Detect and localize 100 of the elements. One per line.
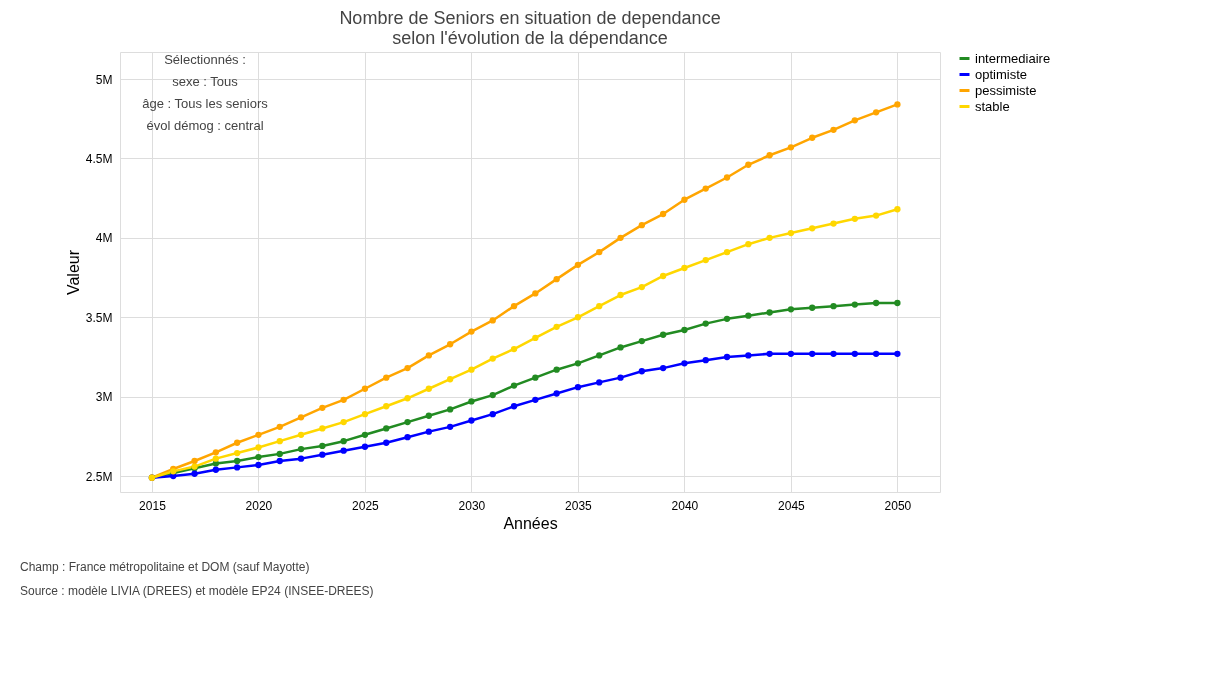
point [404, 395, 411, 402]
point [872, 299, 880, 307]
annotation: Sélectionnés : sexe : Tous âge : Tous les seniors évol démog : central [142, 52, 269, 133]
point [851, 215, 858, 222]
point [532, 374, 539, 381]
point [787, 306, 795, 313]
x-tick-label: 2020 [245, 498, 273, 513]
y-tick-label: 4.5M [85, 151, 113, 166]
point [340, 396, 347, 404]
point [276, 438, 283, 445]
y-tick-label: 3M [95, 390, 113, 405]
point [383, 374, 390, 381]
legend-label: pessimiste [975, 82, 1037, 98]
point [894, 206, 901, 213]
point [361, 443, 369, 450]
x-tick-label: 2040 [671, 498, 699, 513]
point [702, 357, 709, 364]
point [830, 220, 837, 227]
point [532, 290, 539, 297]
point [830, 303, 837, 310]
point [894, 350, 901, 357]
point [745, 352, 752, 359]
point [319, 442, 326, 450]
point [574, 314, 582, 321]
point [404, 364, 411, 372]
point [297, 431, 305, 438]
point [702, 320, 709, 327]
legend-label: optimiste [975, 66, 1028, 82]
point [702, 256, 709, 264]
y-axis-title: Valeur [64, 249, 82, 296]
point [787, 229, 795, 237]
point [425, 412, 432, 419]
point [510, 303, 518, 310]
point [745, 241, 752, 248]
point [404, 418, 411, 426]
point [638, 283, 645, 291]
point [553, 275, 560, 283]
point [681, 360, 688, 367]
point [212, 466, 220, 473]
point [617, 291, 624, 299]
point [233, 464, 241, 471]
point [638, 221, 645, 229]
point [446, 376, 454, 383]
point [574, 261, 582, 269]
point [787, 144, 795, 151]
point [787, 350, 795, 357]
point [319, 404, 326, 411]
point [638, 337, 645, 345]
legend-label: stable [975, 98, 1010, 114]
point [383, 403, 390, 410]
point [830, 350, 837, 357]
point [212, 449, 220, 456]
point [255, 461, 262, 469]
x-tick-label: 2035 [565, 498, 593, 513]
point [809, 225, 816, 232]
point [532, 396, 539, 404]
text: Champ : France métropolitaine et DOM (sauf Mayotte) Source : modèle LIVIA (DREES) et modèle EP24 (INSEE-DREES) [20, 560, 374, 598]
x-tick-label: 2045 [778, 498, 806, 513]
point [361, 431, 369, 438]
point [383, 425, 390, 432]
point [617, 234, 624, 241]
point [809, 350, 816, 357]
point [723, 315, 731, 323]
point [361, 411, 369, 418]
point [510, 382, 518, 389]
y-tick-label: 5M [95, 72, 113, 87]
point [872, 109, 880, 116]
point [766, 309, 773, 316]
point [340, 447, 347, 454]
y-tick-label: 2.5M [85, 469, 113, 484]
point [809, 304, 816, 311]
point [191, 470, 198, 477]
point [340, 438, 347, 445]
point [574, 384, 582, 391]
point [659, 331, 667, 338]
point [872, 350, 880, 357]
point [212, 455, 220, 462]
point [446, 341, 454, 348]
point [638, 368, 645, 375]
point [468, 417, 475, 424]
point [233, 449, 241, 457]
point [681, 326, 688, 334]
point [553, 323, 560, 330]
point [702, 185, 709, 192]
point [851, 117, 858, 124]
legend-label: intermediaire [975, 50, 1051, 66]
point [596, 303, 603, 310]
point [659, 364, 667, 372]
y-tick-label: 3.5M [85, 310, 113, 325]
point [361, 385, 369, 392]
point [596, 248, 603, 256]
point [553, 390, 560, 397]
point [425, 428, 432, 435]
point [851, 301, 858, 308]
point [659, 210, 667, 218]
point [894, 101, 901, 108]
point [233, 439, 241, 446]
point [617, 374, 624, 381]
point [489, 355, 496, 362]
point [233, 457, 241, 465]
